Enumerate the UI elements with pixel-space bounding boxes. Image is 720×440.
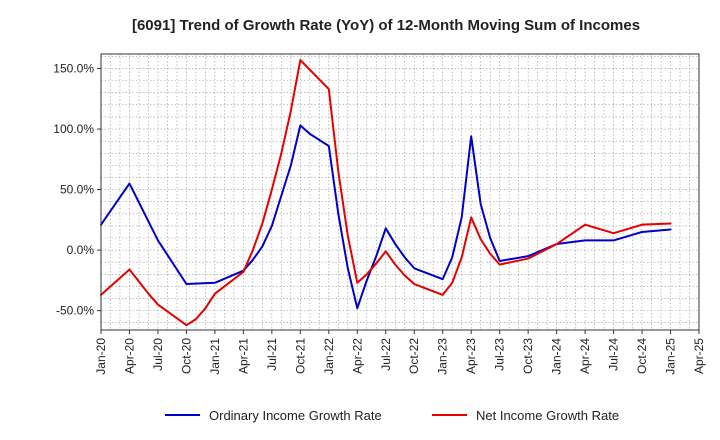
x-tick-label: Jul-21 (265, 338, 279, 371)
y-tick-label: -50.0% (56, 304, 94, 318)
legend: Ordinary Income Growth Rate Net Income Gr… (165, 408, 619, 423)
x-tick-label: Oct-24 (635, 338, 649, 374)
y-tick-label: 150.0% (53, 62, 94, 76)
y-axis: 150.0% 100.0% 50.0% 0.0% -50.0% (53, 62, 101, 318)
legend-label: Net Income Growth Rate (476, 408, 619, 423)
y-tick-label: 0.0% (67, 243, 95, 257)
x-tick-label: Oct-20 (179, 338, 193, 374)
x-tick-label: Apr-22 (350, 338, 364, 374)
x-tick-label: Jan-21 (208, 338, 222, 375)
x-tick-label: Apr-21 (236, 338, 250, 374)
legend-label: Ordinary Income Growth Rate (209, 408, 382, 423)
x-tick-label: Jan-25 (664, 338, 678, 375)
x-tick-label: Jul-23 (493, 338, 507, 371)
x-tick-label: Jul-22 (379, 338, 393, 371)
plot-area (101, 54, 699, 330)
chart-title: [6091] Trend of Growth Rate (YoY) of 12-… (132, 17, 640, 34)
series-group (100, 59, 672, 327)
x-tick-label: Jul-20 (151, 338, 165, 371)
x-tick-label: Jul-24 (607, 338, 621, 371)
x-tick-label: Apr-20 (122, 338, 136, 374)
x-tick-label: Jan-20 (94, 338, 108, 375)
x-axis: Jan-20 Apr-20 Jul-20 Oct-20 Jan-21 Apr-21 Jul-… (94, 330, 706, 375)
x-tick-label: Oct-23 (521, 338, 535, 374)
series-line-ordinary-income (100, 124, 672, 310)
x-tick-label: Apr-25 (692, 338, 706, 374)
x-tick-label: Oct-22 (407, 338, 421, 374)
x-tick-label: Oct-21 (293, 338, 307, 374)
x-tick-label: Apr-23 (464, 338, 478, 374)
x-tick-label: Apr-24 (578, 338, 592, 374)
x-tick-label: Jan-22 (322, 338, 336, 375)
series-line-net-income (100, 59, 672, 327)
y-tick-label: 50.0% (60, 183, 94, 197)
x-tick-label: Jan-24 (550, 338, 564, 375)
x-tick-label: Jan-23 (436, 338, 450, 375)
plot-frame (100, 53, 700, 331)
y-tick-label: 100.0% (53, 122, 94, 136)
